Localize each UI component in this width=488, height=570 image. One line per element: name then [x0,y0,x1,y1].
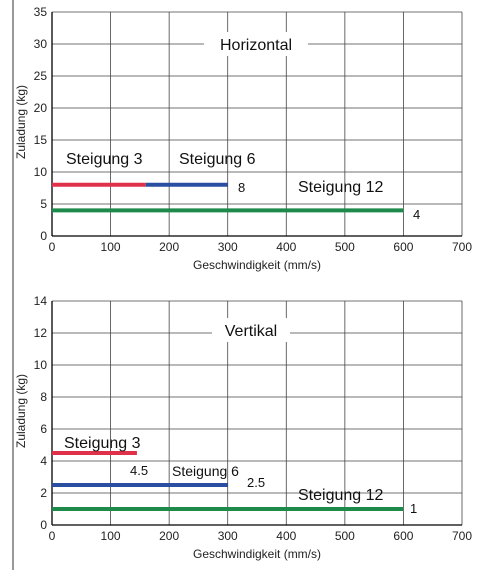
y-tick-label: 0 [40,229,47,243]
y-tick-label: 6 [40,422,47,436]
x-tick-label: 600 [393,529,413,543]
series-label-steigung-6: Steigung 6 [179,151,256,168]
y-tick-label: 5 [40,197,47,211]
x-tick-label: 0 [49,240,56,254]
y-tick-label: 25 [34,69,48,83]
x-tick-label: 700 [452,529,472,543]
x-tick-label: 300 [218,240,238,254]
data-label: 4.5 [130,463,148,478]
x-tick-label: 100 [101,529,121,543]
y-tick-label: 0 [40,518,47,532]
series-label-steigung-12: Steigung 12 [298,487,384,504]
panel-title: Horizontal [220,37,292,54]
y-tick-label: 12 [34,326,48,340]
panel-title: Vertikal [225,323,277,340]
y-tick-label: 14 [34,294,48,308]
y-tick-label: 8 [40,390,47,404]
x-axis-label: Geschwindigkeit (mm/s) [193,258,321,272]
y-tick-label: 10 [34,165,48,179]
x-tick-label: 700 [452,240,472,254]
x-tick-label: 500 [335,240,355,254]
x-tick-label: 300 [218,529,238,543]
chart-panel-horizontal: 0 100 200 300 400 500 600 700 0 5 10 15 20 25 30 35 Gesc… [14,5,472,272]
series-label-steigung-6: Steigung 6 [172,463,239,479]
data-label: 1 [410,501,417,516]
series-label-steigung-12: Steigung 12 [298,179,384,196]
chart-panel-vertical: 0 100 200 300 400 500 600 700 0 2 4 6 8 10 12 14 Geschwi… [14,294,472,561]
x-tick-label: 200 [159,529,179,543]
y-tick-label: 4 [40,454,47,468]
y-tick-label: 20 [34,101,48,115]
y-tick-label: 10 [34,358,48,372]
x-tick-label: 600 [393,240,413,254]
panel-title-background [204,32,308,56]
x-axis-label: Geschwindigkeit (mm/s) [193,547,321,561]
data-label: 8 [238,180,245,195]
y-tick-label: 2 [40,486,47,500]
y-axis-label: Zuladung (kg) [14,85,28,159]
panel-title-background [212,318,290,342]
series-label-steigung-3: Steigung 3 [66,151,143,168]
x-tick-label: 100 [101,240,121,254]
y-tick-label: 30 [34,37,48,51]
y-tick-label: 15 [34,133,48,147]
y-tick-label: 35 [34,5,48,19]
series-label-steigung-3: Steigung 3 [64,435,141,452]
data-label: 4 [413,207,420,222]
x-tick-label: 500 [335,529,355,543]
x-tick-label: 200 [159,240,179,254]
x-tick-label: 400 [276,240,296,254]
x-tick-label: 0 [49,529,56,543]
data-label: 2.5 [247,475,265,490]
x-tick-label: 400 [276,529,296,543]
y-axis-label: Zuladung (kg) [14,374,28,448]
